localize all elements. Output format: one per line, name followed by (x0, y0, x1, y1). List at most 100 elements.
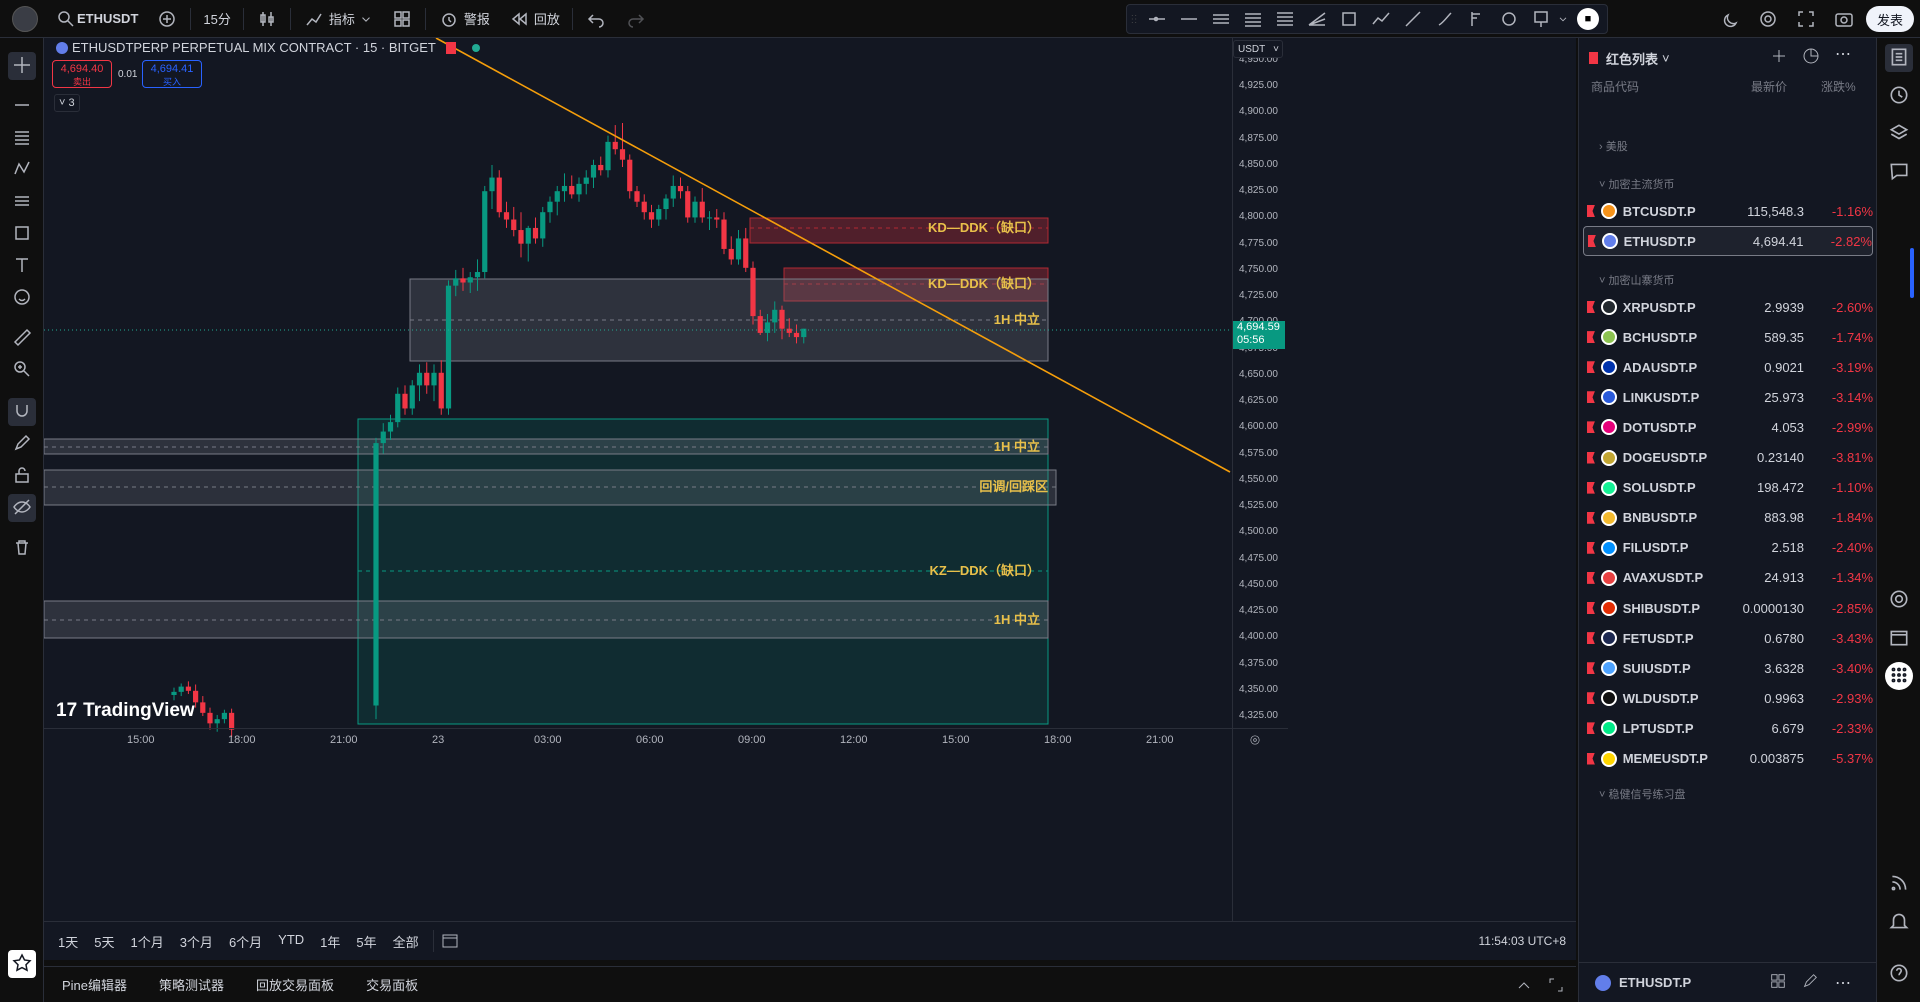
watchlist-row[interactable]: MEMEUSDT.P 0.003875 -5.37% (1583, 744, 1873, 774)
candle-body[interactable] (387, 422, 394, 432)
candle-body[interactable] (373, 443, 379, 706)
help-toggle[interactable] (1885, 960, 1913, 988)
candle-body[interactable] (489, 177, 495, 192)
crosshair-tool[interactable] (8, 52, 36, 80)
more-options-button[interactable]: ⋯ (1835, 46, 1851, 63)
watchlist-row[interactable]: WLDUSDT.P 0.9963 -2.93% (1583, 683, 1873, 713)
alerts-toggle[interactable] (1885, 82, 1913, 110)
section-us[interactable]: › 美股 (1599, 141, 1628, 153)
candle-body[interactable] (605, 141, 611, 171)
path-icon[interactable] (1370, 8, 1392, 30)
candle-body[interactable] (714, 217, 720, 220)
watchlist-row[interactable]: LPTUSDT.P 6.679 -2.33% (1583, 713, 1873, 743)
watchlist-row[interactable]: SHIBUSDT.P 0.0000130 -2.85% (1583, 593, 1873, 623)
redo-button[interactable] (616, 0, 656, 38)
candle-body[interactable] (511, 219, 517, 231)
candle-body[interactable] (416, 372, 423, 386)
candle-body[interactable] (598, 164, 604, 171)
candle-body[interactable] (692, 201, 698, 218)
candle-body[interactable] (569, 185, 575, 195)
candle-body[interactable] (185, 686, 191, 691)
candle-body[interactable] (200, 702, 206, 713)
watchlist-row[interactable]: SOLUSDT.P 198.472 -1.10% (1583, 473, 1873, 503)
chart-type-button[interactable] (247, 0, 287, 38)
apps-toggle[interactable] (1885, 662, 1913, 690)
candle-body[interactable] (540, 212, 546, 239)
candle-body[interactable] (547, 201, 553, 213)
trend-line[interactable] (435, 37, 1231, 473)
panel-tab[interactable]: 交易面板 (366, 978, 419, 993)
candle-body[interactable] (171, 691, 177, 696)
sell-button[interactable]: 4,694.40 卖出 (52, 60, 112, 88)
zone-label[interactable]: KD—DDK（缺口） (928, 276, 1040, 291)
remove-tool[interactable] (8, 534, 36, 562)
candle-body[interactable] (786, 328, 792, 333)
buy-button[interactable]: 4,694.41 买入 (142, 60, 202, 88)
timeframe-button[interactable]: 1年 (320, 934, 341, 950)
fib-fan-icon[interactable] (1306, 8, 1328, 30)
prediction-tool[interactable] (8, 188, 36, 216)
candle-body[interactable] (576, 183, 582, 195)
candle-body[interactable] (431, 372, 437, 386)
candle-body[interactable] (801, 328, 807, 338)
snapshot-button[interactable] (1824, 0, 1864, 38)
candle-body[interactable] (193, 690, 199, 703)
goto-date-button[interactable] (440, 930, 460, 953)
candle-body[interactable] (178, 686, 184, 692)
candle-body[interactable] (743, 238, 749, 268)
watchlist-row[interactable]: LINKUSDT.P 25.973 -3.14% (1583, 382, 1873, 412)
layouts-button[interactable] (382, 0, 422, 38)
candle-body[interactable] (706, 217, 713, 219)
candle-body[interactable] (438, 372, 444, 409)
zone-label[interactable]: KD—DDK（缺口） (928, 220, 1040, 235)
lock-tool[interactable] (8, 462, 36, 490)
hide-drawings-tool[interactable] (8, 494, 36, 522)
candle-body[interactable] (221, 712, 227, 720)
icon-tool[interactable] (8, 284, 36, 312)
panel-tab[interactable]: 回放交易面板 (256, 978, 335, 993)
parallel-channel-icon[interactable] (1210, 8, 1232, 30)
collapse-panel-button[interactable] (1514, 975, 1534, 998)
pitchfork-icon[interactable] (1274, 8, 1296, 30)
watchlist-title[interactable]: 红色列表 (1606, 51, 1659, 67)
candle-body[interactable] (525, 227, 531, 244)
brush-icon[interactable] (1434, 8, 1456, 30)
horizontal-line-icon[interactable] (1178, 8, 1200, 30)
candle-body[interactable] (482, 191, 488, 273)
calendar-toggle[interactable] (1885, 624, 1913, 652)
zone-box[interactable] (43, 600, 1049, 639)
currency-selector[interactable]: USDT ˅ (1233, 40, 1283, 58)
watchlist-row[interactable]: ETHUSDT.P 4,694.41 -2.82% (1583, 226, 1873, 256)
ideas-toggle[interactable] (1885, 586, 1913, 614)
candle-body[interactable] (699, 201, 705, 218)
candle-body[interactable] (793, 332, 800, 338)
candle-body[interactable] (656, 209, 662, 220)
timeframe-button[interactable]: 5年 (356, 934, 377, 950)
footer-more-button[interactable]: ⋯ (1835, 974, 1851, 992)
candle-body[interactable] (641, 201, 647, 213)
candle-body[interactable] (728, 248, 734, 260)
drag-handle-icon[interactable] (1127, 8, 1141, 30)
chart-pane[interactable]: KZ—DDK（缺口） KD—DDK（缺口） KD—DDK（缺口） 1H 中立 1H 中立… (43, 37, 1576, 921)
candle-body[interactable] (380, 431, 386, 444)
trend-line-icon[interactable] (1402, 8, 1424, 30)
timeframe-button[interactable]: YTD (278, 931, 305, 947)
panel-tab[interactable]: 策略测试器 (159, 978, 225, 993)
chevron-down-icon[interactable] (1557, 8, 1569, 30)
section-alt[interactable]: ˅ 加密山寨货币 (1599, 275, 1675, 287)
trend-line-tool[interactable] (8, 92, 36, 120)
candle-body[interactable] (634, 191, 640, 202)
circle-icon[interactable] (1498, 8, 1520, 30)
timeframe-button[interactable]: 3个月 (179, 934, 213, 950)
edit-button[interactable] (1801, 972, 1819, 993)
interval-button[interactable]: 15分 (203, 12, 231, 27)
candle-body[interactable] (757, 316, 763, 333)
candle-body[interactable] (685, 191, 691, 218)
publish-button[interactable]: 发表 (1866, 6, 1914, 32)
alert-button[interactable]: 警报 (429, 0, 499, 38)
candle-body[interactable] (721, 219, 727, 249)
candle-body[interactable] (402, 393, 408, 409)
timeframe-button[interactable]: 全部 (392, 934, 419, 950)
zone-label[interactable]: KZ—DDK（缺口） (930, 563, 1041, 578)
timeframe-button[interactable]: 1个月 (130, 934, 164, 950)
